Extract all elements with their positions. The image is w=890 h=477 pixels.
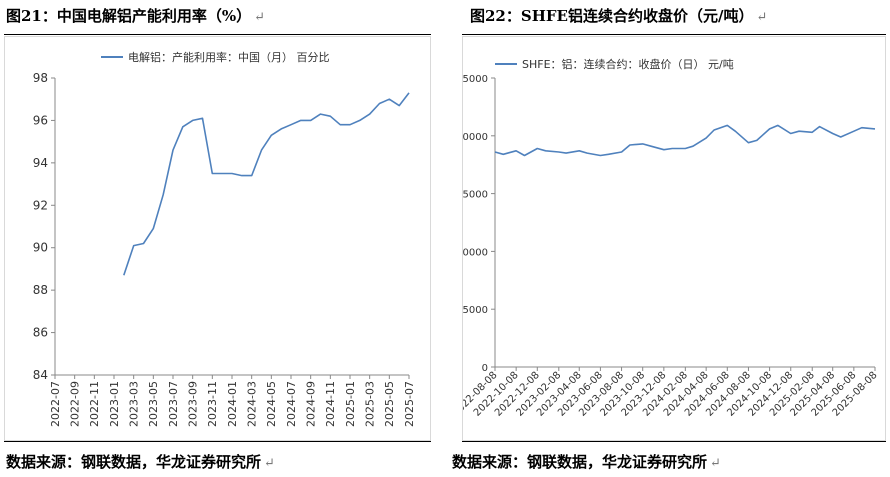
- figure-22-title: 图22：SHFE铝连续合约收盘价（元/吨） ↵: [470, 7, 768, 25]
- x-tick-label: 2025-07: [403, 381, 416, 427]
- y-tick-label: 92: [33, 198, 48, 212]
- return-mark: ↵: [264, 456, 275, 471]
- capacity-utilization-chart: 84 86 88 90 92 94 96 98 2022-07 2022-09 2022-11 202…: [33, 50, 416, 427]
- x-tick-label: 2023-07: [167, 381, 180, 427]
- x-tick-label: 2023-09: [187, 381, 200, 427]
- x-tick-label: 2023-03: [128, 381, 141, 427]
- figure-22-source: 数据来源：钢联数据，华龙证券研究所 ↵: [452, 453, 721, 471]
- return-mark: ↵: [254, 10, 266, 25]
- x-tick-label: 2025-05: [383, 381, 396, 427]
- y-tick-label: 98: [33, 71, 48, 85]
- x-tick-label: 2024-07: [285, 381, 298, 427]
- y-tick-label: 5000: [463, 305, 488, 316]
- x-tick-label: 2023-11: [206, 381, 219, 427]
- legend-label: 电解铝：产能利用率：中国（月） 百分比: [128, 50, 330, 64]
- x-tick-label: 2024-09: [305, 381, 318, 427]
- return-mark: ↵: [710, 456, 721, 471]
- y-tick-label: 90: [33, 241, 48, 255]
- y-tick-label: 96: [33, 113, 48, 127]
- x-tick-label: 2024-05: [265, 381, 278, 427]
- x-tick-label: 2025-03: [364, 381, 377, 427]
- x-tick-label: 2022-11: [88, 381, 101, 427]
- x-tick-label: 2025-01: [344, 381, 357, 427]
- x-tick-label: 2024-03: [246, 381, 259, 427]
- shfe-price-chart: 05000100001500020000250002022-08-082022-…: [451, 57, 880, 419]
- y-tick-label: 86: [33, 326, 48, 340]
- legend-label: SHFE：铝：连续合约：收盘价（日） 元/吨: [522, 57, 734, 71]
- bottom-rule-left: [4, 441, 431, 442]
- top-rule-right: [462, 34, 886, 35]
- x-tick-label: 2023-01: [108, 381, 121, 427]
- y-tick-label: 10000: [463, 247, 488, 258]
- y-tick-label: 94: [33, 156, 48, 170]
- y-tick-label: 25000: [463, 74, 488, 85]
- bottom-rule-right: [462, 441, 886, 442]
- series-line: [123, 92, 410, 276]
- y-tick-label: 15000: [463, 190, 488, 201]
- x-tick-label: 2024-11: [324, 381, 337, 427]
- series-line: [494, 124, 876, 157]
- x-tick-label: 2024-01: [226, 381, 239, 427]
- x-tick-label: 2022-07: [49, 381, 62, 427]
- figure-21-source: 数据来源：钢联数据，华龙证券研究所 ↵: [6, 453, 275, 471]
- chart-panel-capacity-utilization: 84 86 88 90 92 94 96 98 2022-07 2022-09 2022-11 202…: [4, 36, 431, 441]
- return-mark: ↵: [756, 10, 768, 25]
- chart-panel-shfe-price: 05000100001500020000250002022-08-082022-…: [451, 36, 886, 441]
- y-tick-label: 0: [482, 363, 488, 374]
- y-tick-label: 20000: [463, 132, 488, 143]
- figure-21-title: 图21：中国电解铝产能利用率（%） ↵: [6, 7, 266, 25]
- y-tick-label: 84: [33, 368, 48, 382]
- x-tick-label: 2022-09: [69, 381, 82, 427]
- top-rule-left: [4, 34, 431, 35]
- x-tick-label: 2023-05: [147, 381, 160, 427]
- y-tick-label: 88: [33, 283, 48, 297]
